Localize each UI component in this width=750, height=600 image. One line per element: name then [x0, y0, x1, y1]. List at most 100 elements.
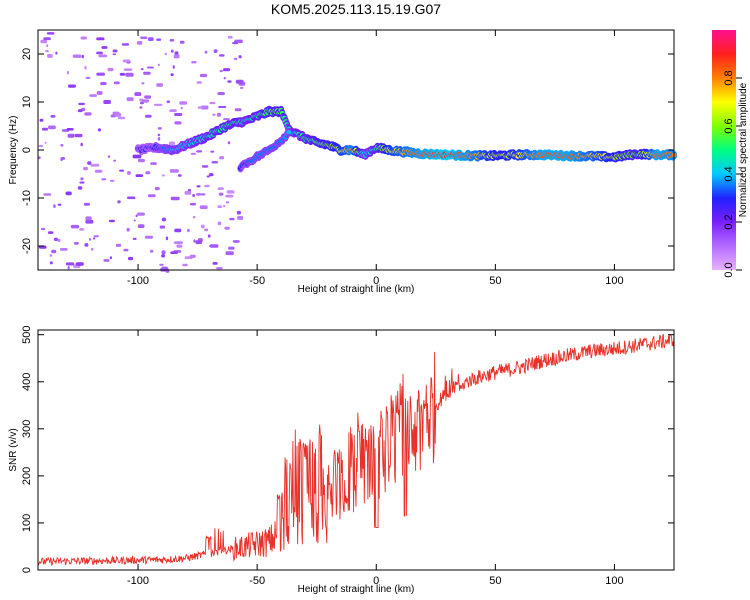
spectral-noise-cell — [49, 261, 53, 265]
spectrogram-marks — [38, 32, 678, 273]
spectral-noise-cell — [93, 235, 99, 238]
spectral-noise-cell — [134, 92, 142, 96]
spectral-noise-cell — [204, 228, 209, 232]
snr-frame — [37, 329, 675, 571]
spectral-noise-cell — [85, 216, 92, 221]
spectral-noise-cell — [182, 263, 188, 267]
spectral-noise-cell — [218, 192, 224, 196]
colorbar-tick-label: 0.6 — [723, 118, 735, 133]
spectral-noise-cell — [83, 202, 90, 206]
spectral-noise-cell — [218, 106, 227, 108]
spectral-noise-cell — [236, 210, 241, 215]
spectrogram-y-tick-label: 20 — [21, 48, 33, 60]
spectral-noise-cell — [65, 191, 72, 196]
spectral-noise-cell — [46, 32, 55, 35]
spectral-noise-cell — [200, 193, 206, 196]
spectral-noise-cell — [196, 193, 201, 196]
spectral-noise-cell — [154, 187, 160, 191]
spectral-noise-cell — [174, 121, 182, 125]
spectral-noise-cell — [85, 76, 91, 79]
spectral-noise-cell — [236, 80, 242, 84]
spectral-noise-cell — [140, 36, 148, 39]
spectral-noise-cell — [89, 94, 97, 97]
spectral-noise-cell — [49, 254, 53, 257]
spectral-noise-cell — [73, 242, 79, 245]
spectral-noise-cell — [170, 196, 180, 201]
spectral-noise-cell — [159, 263, 164, 266]
spectral-noise-cell — [213, 49, 218, 53]
spectral-noise-cell — [43, 193, 52, 196]
spectral-noise-cell — [164, 52, 167, 56]
colorbar-gradient — [712, 30, 736, 270]
spectral-noise-cell — [193, 239, 196, 243]
spectrogram-y-tick-label: -10 — [21, 190, 33, 206]
spectral-noise-cell — [157, 127, 162, 130]
colorbar-tick-label: 0.4 — [723, 166, 735, 181]
spectral-noise-cell — [145, 114, 152, 118]
spectral-noise-cell — [103, 259, 110, 262]
spectral-noise-cell — [200, 105, 209, 110]
spectral-noise-cell — [122, 59, 131, 63]
spectral-noise-cell — [77, 109, 83, 113]
spectral-noise-cell — [108, 219, 115, 223]
spectral-noise-cell — [170, 73, 174, 76]
spectral-noise-cell — [159, 225, 166, 229]
spectral-noise-cell — [143, 71, 151, 75]
snr-x-tick-label: 100 — [605, 575, 623, 587]
spectral-noise-cell — [176, 244, 183, 248]
spectral-noise-cell — [169, 109, 177, 112]
spectral-noise-cell — [96, 51, 103, 55]
spectral-noise-cell — [110, 179, 115, 182]
spectral-noise-cell — [59, 248, 68, 251]
spectral-noise-cell — [96, 72, 105, 76]
spectral-noise-cell — [225, 201, 230, 204]
spectral-noise-cell — [119, 169, 125, 172]
spectral-noise-cell — [204, 184, 210, 188]
snr-x-tick-label: 50 — [489, 575, 501, 587]
spectral-noise-cell — [184, 191, 192, 195]
spectral-noise-cell — [65, 262, 75, 266]
spectral-noise-cell — [121, 43, 130, 46]
spectral-noise-cell — [150, 249, 154, 253]
spectral-noise-cell — [161, 217, 166, 222]
spectral-noise-cell — [145, 171, 151, 175]
spectral-noise-cell — [38, 145, 44, 148]
spectral-noise-cell — [169, 39, 175, 42]
spectral-noise-cell — [144, 235, 154, 239]
spectral-noise-cell — [79, 181, 85, 184]
spectral-noise-cell — [174, 113, 183, 116]
spectral-noise-cell — [225, 194, 234, 198]
spectral-noise-cell — [113, 81, 120, 85]
spectral-noise-cell — [39, 118, 44, 122]
spectrogram-x-tick-label: 100 — [605, 275, 623, 287]
spectral-noise-cell — [96, 91, 103, 95]
spectral-noise-cell — [173, 54, 180, 59]
spectral-noise-cell — [197, 106, 203, 109]
spectral-noise-cell — [113, 159, 116, 162]
spectral-noise-cell — [117, 116, 126, 120]
spectral-noise-cell — [219, 54, 225, 57]
spectral-noise-cell — [57, 203, 62, 206]
spectral-noise-cell — [209, 244, 219, 248]
spectral-noise-cell — [227, 35, 233, 39]
spectral-noise-cell — [66, 128, 74, 131]
spectral-noise-cell — [233, 57, 238, 60]
chart-title: KOM5.2025.113.15.19.G07 — [271, 1, 441, 17]
spectral-noise-cell — [90, 163, 100, 167]
spectral-noise-cell — [127, 196, 136, 200]
spectral-noise-cell — [217, 187, 224, 190]
spectral-noise-cell — [81, 54, 84, 59]
spectral-noise-cell — [132, 154, 142, 159]
spectral-noise-cell — [126, 227, 130, 232]
spectral-noise-cell — [199, 205, 208, 209]
spectral-noise-cell — [50, 115, 56, 118]
spectral-noise-cell — [217, 221, 222, 226]
snr-x-axis-label: Height of straight line (km) — [298, 584, 415, 595]
spectral-noise-cell — [60, 143, 64, 147]
spectral-noise-cell — [212, 262, 218, 265]
spectral-noise-cell — [51, 249, 57, 254]
spectral-noise-cell — [201, 224, 205, 229]
spectral-noise-cell — [48, 125, 56, 130]
spectral-noise-cell — [115, 243, 122, 247]
